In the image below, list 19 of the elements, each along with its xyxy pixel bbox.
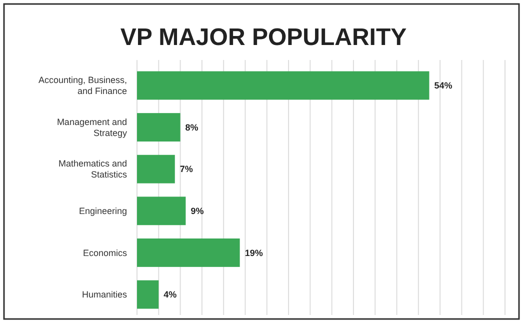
bar xyxy=(137,280,159,309)
bar xyxy=(137,71,430,100)
bar xyxy=(137,154,175,184)
y-tick-label: Mathematics and Statistics xyxy=(58,158,128,180)
data-label: 4% xyxy=(164,290,177,300)
bar xyxy=(137,113,180,142)
data-label: 9% xyxy=(190,206,204,216)
data-label: 54% xyxy=(434,80,452,91)
bar xyxy=(137,238,240,267)
y-tick-label: Humanities xyxy=(82,290,128,300)
y-tick-label: Management and Strategy xyxy=(56,116,128,138)
data-label: 8% xyxy=(185,122,198,132)
data-label: 7% xyxy=(180,164,193,174)
y-tick-label: Accounting, Business, and Finance xyxy=(38,75,127,96)
chart-title: VP MAJOR POPULARITY xyxy=(120,24,407,51)
data-label: 19% xyxy=(244,248,263,258)
y-tick-label: Engineering xyxy=(78,206,127,216)
y-tick-label: Economics xyxy=(82,248,128,258)
bar xyxy=(137,196,186,226)
